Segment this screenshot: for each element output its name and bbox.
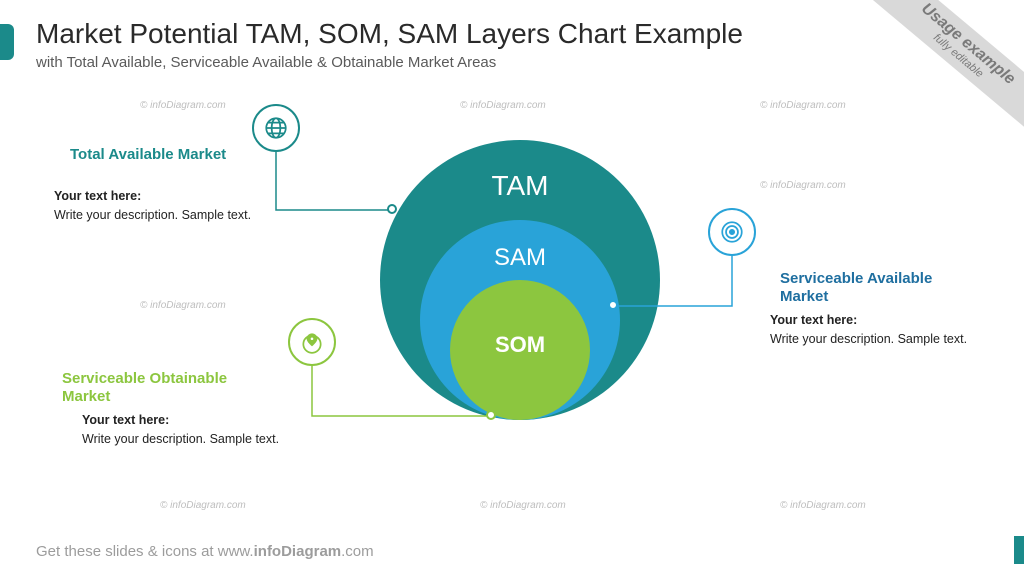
footer-prefix: Get these slides & icons at www. <box>36 543 254 560</box>
watermark: © infoDiagram.com <box>460 100 546 111</box>
pin-icon <box>288 318 336 366</box>
tam-body-heading: Your text here: <box>54 188 254 205</box>
sam-body-heading: Your text here: <box>770 312 970 329</box>
watermark: © infoDiagram.com <box>140 300 226 311</box>
tam-label: TAM <box>380 170 660 202</box>
tam-connector <box>276 152 393 210</box>
som-body-heading: Your text here: <box>82 412 282 429</box>
watermark: © infoDiagram.com <box>760 180 846 191</box>
page-subtitle: with Total Available, Serviceable Availa… <box>36 54 496 71</box>
watermark: © infoDiagram.com <box>760 100 846 111</box>
som-dot <box>486 410 496 420</box>
som-callout-title: Serviceable Obtainable Market <box>62 370 262 406</box>
globe-icon <box>252 104 300 152</box>
tam-callout-title: Total Available Market <box>70 146 230 164</box>
sam-callout-title: Serviceable Available Market <box>780 270 960 306</box>
watermark: © infoDiagram.com <box>140 100 226 111</box>
footer-accent <box>1014 536 1024 564</box>
sam-label: SAM <box>420 244 620 272</box>
footer-suffix: .com <box>341 543 374 560</box>
som-label: SOM <box>450 332 590 358</box>
footer-bold: infoDiagram <box>254 543 342 560</box>
sam-body-text: Write your description. Sample text. <box>770 332 967 346</box>
watermark: © infoDiagram.com <box>780 500 866 511</box>
tam-dot <box>387 204 397 214</box>
som-body-text: Write your description. Sample text. <box>82 432 279 446</box>
sam-dot <box>608 300 618 310</box>
tam-callout-body: Your text here: Write your description. … <box>54 188 254 224</box>
corner-ribbon: Usage example fully editable <box>851 0 1024 149</box>
watermark: © infoDiagram.com <box>480 500 566 511</box>
tam-body-text: Write your description. Sample text. <box>54 208 251 222</box>
sam-callout-body: Your text here: Write your description. … <box>770 312 970 348</box>
watermark: © infoDiagram.com <box>160 500 246 511</box>
footer-text: Get these slides & icons at www.infoDiag… <box>36 543 374 560</box>
target-icon <box>708 208 756 256</box>
page-title: Market Potential TAM, SOM, SAM Layers Ch… <box>36 18 743 50</box>
ribbon-line1: Usage example <box>862 0 1024 135</box>
accent-tab <box>0 24 14 60</box>
slide: Market Potential TAM, SOM, SAM Layers Ch… <box>0 0 1024 576</box>
som-callout-body: Your text here: Write your description. … <box>82 412 282 448</box>
